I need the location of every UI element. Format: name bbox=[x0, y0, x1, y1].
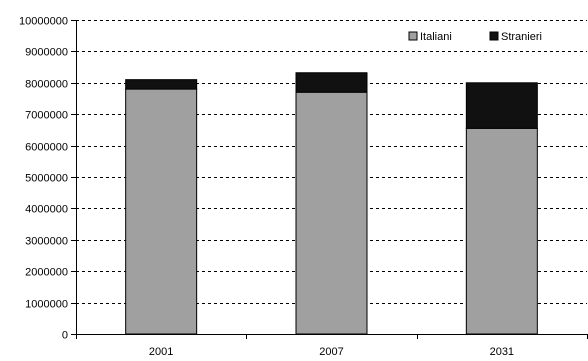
y-tick-label: 3000000 bbox=[25, 236, 68, 248]
y-tick-label: 5000000 bbox=[25, 173, 68, 185]
x-tick-label: 2007 bbox=[319, 346, 343, 358]
y-tick-label: 10000000 bbox=[19, 16, 68, 28]
legend-label-stranieri: Stranieri bbox=[501, 31, 542, 43]
bar-italiani-2007 bbox=[295, 91, 368, 335]
bar-stranieri-2031 bbox=[465, 82, 538, 129]
x-tick-label: 2031 bbox=[490, 346, 514, 358]
bar-stranieri-2001 bbox=[125, 79, 198, 90]
y-tick-label: 1000000 bbox=[25, 299, 68, 311]
y-tick-label: 0 bbox=[62, 330, 68, 342]
axes-layer: 0 1000000 2000000 3000000 4000000 5000000 6000… bbox=[19, 16, 588, 358]
x-tick-label: 2001 bbox=[149, 346, 173, 358]
bars-layer bbox=[125, 72, 538, 335]
y-tick-label: 4000000 bbox=[25, 204, 68, 216]
bar-stranieri-2007 bbox=[295, 72, 368, 93]
bar-italiani-2001 bbox=[125, 88, 198, 335]
legend-swatch-stranieri bbox=[489, 31, 499, 41]
y-tick-label: 2000000 bbox=[25, 267, 68, 279]
y-tick-label: 9000000 bbox=[25, 47, 68, 59]
bar-italiani-2031 bbox=[465, 127, 538, 335]
legend-swatch-italiani bbox=[408, 31, 418, 41]
y-tick-label: 7000000 bbox=[25, 110, 68, 122]
y-tick-label: 6000000 bbox=[25, 142, 68, 154]
legend-label-italiani: Italiani bbox=[420, 31, 452, 43]
legend: Italiani Stranieri bbox=[408, 31, 542, 43]
y-tick-label: 8000000 bbox=[25, 79, 68, 91]
